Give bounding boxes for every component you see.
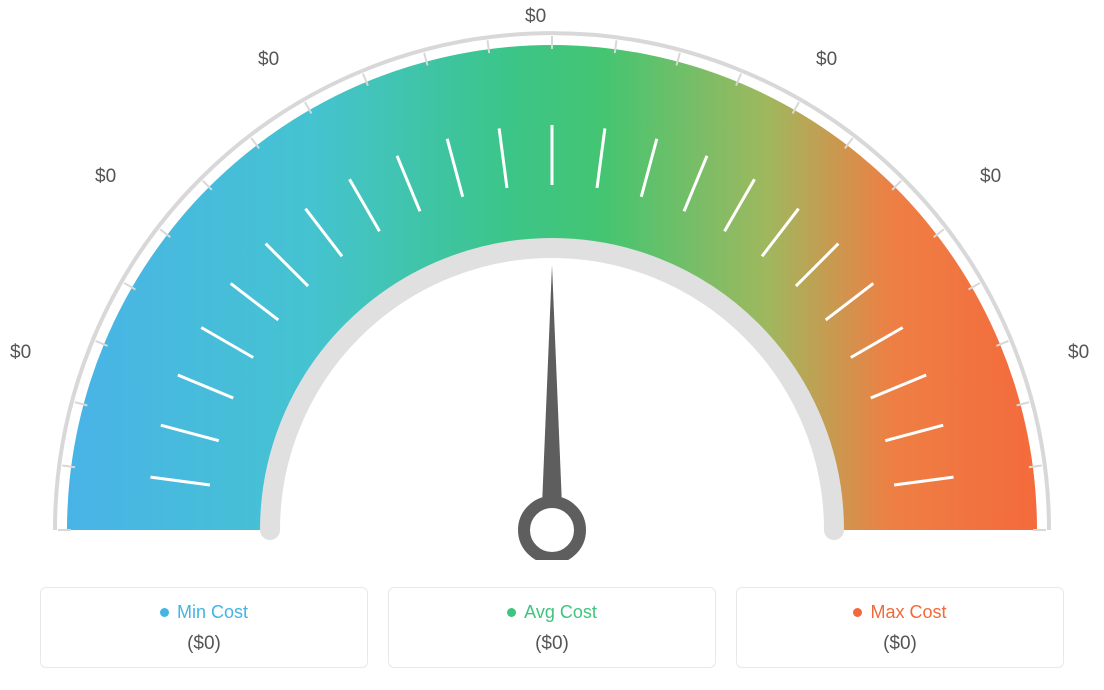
gauge-scale-label: $0 (525, 6, 546, 28)
legend-value-avg: ($0) (399, 633, 705, 655)
legend-label-avg: Avg Cost (524, 602, 597, 623)
legend-card-avg: Avg Cost ($0) (388, 587, 716, 668)
legend-value-min: ($0) (51, 633, 357, 655)
legend-dot-min (160, 608, 169, 617)
legend-card-min: Min Cost ($0) (40, 587, 368, 668)
legend-card-max: Max Cost ($0) (736, 587, 1064, 668)
gauge: $0 $0 $0 $0 $0 $0 $0 (0, 0, 1104, 560)
gauge-scale-label: $0 (816, 49, 837, 71)
gauge-scale-label: $0 (1068, 342, 1089, 364)
legend-row: Min Cost ($0) Avg Cost ($0) Max Cost ($0… (40, 587, 1064, 668)
legend-value-max: ($0) (747, 633, 1053, 655)
legend-label-max: Max Cost (870, 602, 946, 623)
gauge-scale-label: $0 (10, 342, 31, 364)
legend-dot-max (853, 608, 862, 617)
gauge-scale-label: $0 (258, 49, 279, 71)
legend-dot-avg (507, 608, 516, 617)
gauge-svg (0, 0, 1104, 560)
gauge-scale-label: $0 (95, 166, 116, 188)
gauge-scale-label: $0 (980, 166, 1001, 188)
legend-label-min: Min Cost (177, 602, 248, 623)
cost-gauge-chart: $0 $0 $0 $0 $0 $0 $0 Min Cost ($0) Avg Cost ($… (0, 0, 1104, 690)
